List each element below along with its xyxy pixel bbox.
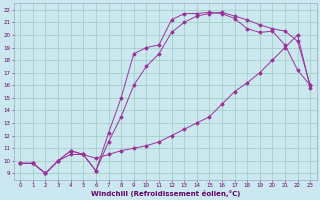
X-axis label: Windchill (Refroidissement éolien,°C): Windchill (Refroidissement éolien,°C)	[91, 190, 240, 197]
